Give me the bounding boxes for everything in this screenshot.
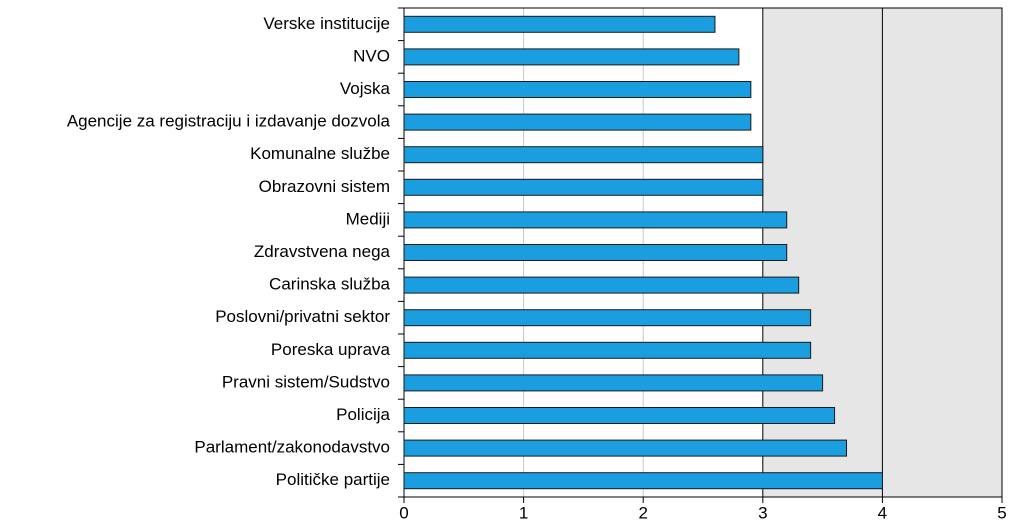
bar xyxy=(403,146,764,164)
y-tick-label: Obrazovni sistem xyxy=(259,177,390,196)
y-tick-label: Komunalne službe xyxy=(250,144,390,163)
bar xyxy=(403,211,788,229)
y-tick-label: Poreska uprava xyxy=(271,340,391,359)
bar xyxy=(403,48,740,66)
y-tick-label: Zdravstvena nega xyxy=(254,242,391,261)
y-tick-label: Carinska služba xyxy=(269,275,390,294)
x-tick-label: 5 xyxy=(997,503,1006,522)
bar xyxy=(403,374,824,392)
bar xyxy=(403,15,716,33)
bar xyxy=(403,407,836,424)
bar xyxy=(403,178,764,196)
x-tick-label: 3 xyxy=(758,503,767,522)
y-tick-label: Vojska xyxy=(340,79,391,98)
y-tick-label: Policija xyxy=(336,405,390,424)
y-tick-label: Pravni sistem/Sudstvo xyxy=(222,372,390,391)
y-tick-label: Mediji xyxy=(346,209,390,228)
x-tick-label: 2 xyxy=(638,503,647,522)
y-tick-label: NVO xyxy=(353,46,390,65)
y-tick-label: Agencije za registraciju i izdavanje doz… xyxy=(67,112,391,131)
x-tick-label: 4 xyxy=(878,503,887,522)
bar xyxy=(403,81,752,98)
bar xyxy=(403,113,752,131)
y-tick-label: Političke partije xyxy=(276,470,390,489)
x-tick-label: 1 xyxy=(519,503,528,522)
bar xyxy=(403,309,812,327)
bar xyxy=(403,472,883,490)
y-tick-label: Parlament/zakonodavstvo xyxy=(194,438,390,457)
bar xyxy=(403,276,800,294)
bar xyxy=(403,341,812,359)
bar xyxy=(403,244,788,261)
y-tick-label: Verske institucije xyxy=(263,14,390,33)
x-tick-label: 0 xyxy=(399,503,408,522)
bar xyxy=(403,439,848,457)
y-tick-label: Poslovni/privatni sektor xyxy=(215,307,390,326)
